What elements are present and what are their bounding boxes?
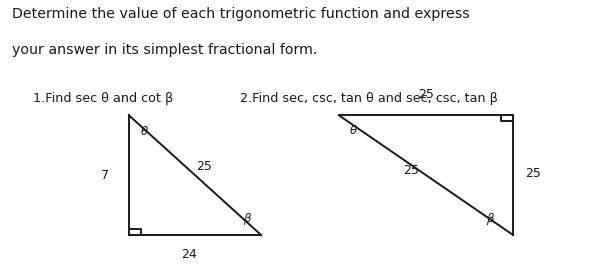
Text: 25: 25 [403,165,419,177]
Text: $\theta$: $\theta$ [349,124,358,137]
Text: 24: 24 [181,248,197,261]
Text: $\theta$: $\theta$ [140,125,149,138]
Text: 7: 7 [101,169,109,182]
Text: 1.Find sec θ and cot β: 1.Find sec θ and cot β [33,92,173,105]
Text: 25: 25 [196,160,212,173]
Text: Determine the value of each trigonometric function and express: Determine the value of each trigonometri… [12,7,470,21]
Text: $\beta$: $\beta$ [243,210,252,227]
Text: $\beta$: $\beta$ [486,210,495,227]
Text: 25: 25 [418,88,434,101]
Text: your answer in its simplest fractional form.: your answer in its simplest fractional f… [12,43,317,57]
Text: 25: 25 [525,167,541,180]
Text: 2.Find sec, csc, tan θ and sec, csc, tan β: 2.Find sec, csc, tan θ and sec, csc, tan… [240,92,498,105]
